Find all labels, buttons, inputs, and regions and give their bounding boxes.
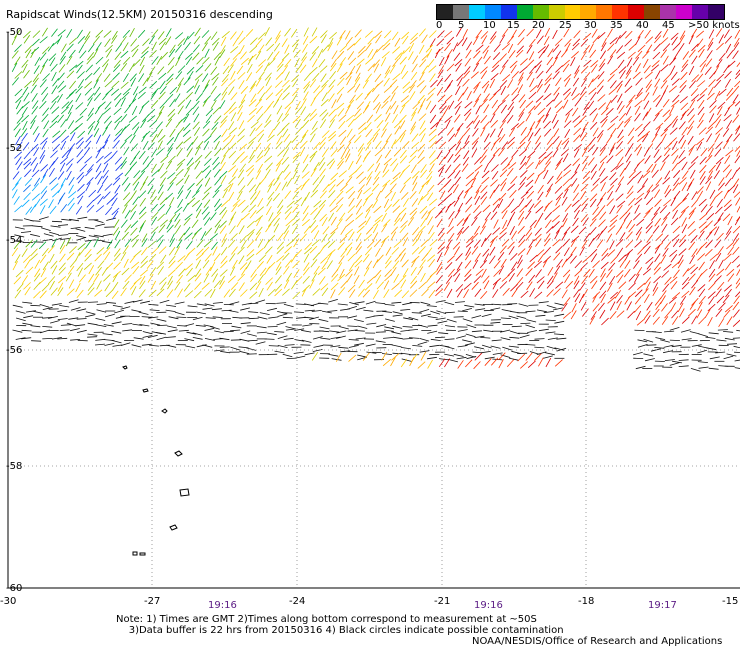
legend-swatch — [468, 5, 485, 19]
gmt-time-label: 19:17 — [648, 600, 677, 611]
notes-block: Note: 1) Times are GMT 2)Times along bot… — [116, 614, 564, 636]
legend-swatch — [500, 5, 517, 19]
gmt-time-label: 19:16 — [208, 600, 237, 611]
legend-color-bar — [436, 4, 725, 20]
graticule — [8, 32, 740, 588]
latitude-label: -50 — [6, 27, 22, 38]
latitude-label: -60 — [6, 583, 22, 594]
legend-tick: >50 knots — [688, 20, 740, 31]
latitude-label: -52 — [6, 143, 22, 154]
latitude-label: -54 — [6, 235, 22, 246]
legend-tick: 5 — [458, 20, 465, 31]
legend-swatch — [580, 5, 597, 19]
legend-swatch — [660, 5, 677, 19]
island-outlines — [122, 365, 190, 556]
wind-barbs-layer — [11, 27, 740, 372]
legend-swatch — [484, 5, 501, 19]
longitude-label: -15 — [722, 596, 738, 607]
legend-swatch — [532, 5, 549, 19]
note-line-1: Note: 1) Times are GMT 2)Times along bot… — [116, 614, 537, 625]
map-frame — [7, 32, 740, 589]
legend-tick: 10 — [483, 20, 496, 31]
legend-swatch — [564, 5, 581, 19]
legend-swatch — [692, 5, 708, 19]
legend-swatch — [707, 5, 724, 19]
latitude-label: -56 — [6, 345, 22, 356]
legend-tick: 40 — [636, 20, 649, 31]
longitude-label: -24 — [289, 596, 305, 607]
legend-swatch — [437, 5, 453, 19]
legend-swatch — [548, 5, 565, 19]
legend-tick: 0 — [436, 20, 443, 31]
legend-tick: 20 — [532, 20, 545, 31]
legend-tick: 45 — [662, 20, 675, 31]
longitude-label: -21 — [434, 596, 450, 607]
legend-tick: 25 — [559, 20, 572, 31]
legend-swatch — [452, 5, 469, 19]
legend-swatch — [676, 5, 692, 19]
legend-swatch — [596, 5, 613, 19]
note-line-2: 3)Data buffer is 22 hrs from 20150316 4)… — [128, 625, 564, 636]
gmt-time-label: 19:16 — [474, 600, 503, 611]
map-title: Rapidscat Winds(12.5KM) 20150316 descend… — [6, 8, 273, 21]
legend-tick: 30 — [584, 20, 597, 31]
latitude-label: -58 — [6, 461, 22, 472]
agency-credit: NOAA/NESDIS/Office of Research and Appli… — [472, 636, 723, 647]
legend-tick: 15 — [507, 20, 520, 31]
longitude-label: -18 — [578, 596, 594, 607]
longitude-label: -30 — [0, 596, 16, 607]
legend-tick: 35 — [610, 20, 623, 31]
wind-speed-legend: 0 5 10 15 20 25 30 35 40 45 >50 knots — [436, 4, 740, 31]
longitude-label: -27 — [144, 596, 160, 607]
legend-swatch — [644, 5, 661, 19]
legend-swatch — [628, 5, 645, 19]
legend-swatch — [516, 5, 533, 19]
legend-swatch — [612, 5, 629, 19]
